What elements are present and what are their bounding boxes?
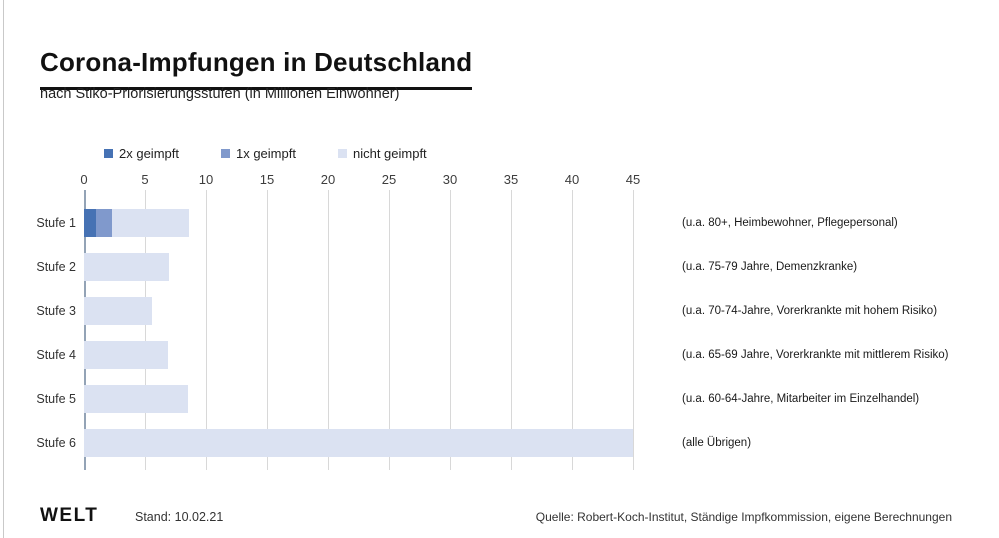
row-annotation: (u.a. 65-69 Jahre, Vorerkrankte mit mitt…	[682, 349, 949, 361]
x-tick-label: 25	[381, 172, 397, 187]
gridline	[267, 190, 268, 470]
row-annotation: (u.a. 60-64-Jahre, Mitarbeiter im Einzel…	[682, 393, 920, 405]
gridline	[511, 190, 512, 470]
legend-swatch-icon	[220, 149, 230, 158]
legend-label: nicht geimpft	[352, 146, 427, 161]
legend-swatch-icon	[337, 149, 347, 158]
page-border	[3, 0, 4, 538]
source-label: Quelle: Robert-Koch-Institut, Ständige I…	[535, 510, 952, 524]
legend-label: 2x geimpft	[119, 146, 179, 161]
gridline	[145, 190, 146, 470]
date-stand-label: Stand: 10.02.21	[135, 510, 224, 524]
gridline	[450, 190, 451, 470]
bar-segment-nicht-geimpft	[84, 253, 170, 281]
page-subtitle: nach Stiko-Priorisierungsstufen (in Mill…	[40, 86, 400, 102]
page-title: Corona-Impfungen in Deutschland	[40, 47, 473, 91]
row-annotation: (u.a. 80+, Heimbewohner, Pflegepersonal)	[682, 217, 898, 229]
row-label-stufe-1: Stufe 1	[36, 216, 76, 230]
x-tick-label: 0	[80, 172, 88, 187]
bar-segment-1x-geimpft	[96, 209, 113, 237]
legend-item-1x-geimpft: 1x geimpft	[220, 146, 296, 161]
legend-item-nicht-geimpft: nicht geimpft	[337, 146, 427, 161]
x-tick-label: 40	[564, 172, 580, 187]
row-annotation: (u.a. 70-74-Jahre, Vorerkrankte mit hohe…	[682, 305, 938, 317]
bar-segment-nicht-geimpft	[84, 385, 188, 413]
row-label-stufe-4: Stufe 4	[36, 348, 76, 362]
legend-swatch-icon	[104, 149, 113, 158]
x-tick-label: 15	[259, 172, 275, 187]
x-tick-label: 5	[141, 172, 149, 187]
x-tick-label: 20	[320, 172, 336, 187]
x-tick-label: 45	[625, 172, 641, 187]
chart-legend: 2x geimpft 1x geimpft nicht geimpft	[104, 146, 427, 161]
bar-segment-nicht-geimpft	[84, 297, 153, 325]
x-tick-label: 30	[442, 172, 458, 187]
axis-zero-line	[84, 190, 86, 470]
row-annotation: (alle Übrigen)	[682, 437, 752, 449]
welt-logo: WELT	[40, 505, 99, 526]
gridline	[389, 190, 390, 470]
row-annotation: (u.a. 75-79 Jahre, Demenzkranke)	[682, 261, 858, 273]
bar-segment-nicht-geimpft	[112, 209, 189, 237]
x-tick-label: 10	[198, 172, 214, 187]
bar-segment-nicht-geimpft	[84, 429, 633, 457]
row-label-stufe-2: Stufe 2	[36, 260, 76, 274]
bar-segment-2x-geimpft	[84, 209, 97, 237]
gridline	[633, 190, 634, 470]
gridline	[572, 190, 573, 470]
row-label-stufe-6: Stufe 6	[36, 436, 76, 450]
bar-segment-nicht-geimpft	[84, 341, 169, 369]
row-label-stufe-3: Stufe 3	[36, 304, 76, 318]
gridline	[206, 190, 207, 470]
row-label-stufe-5: Stufe 5	[36, 392, 76, 406]
x-tick-label: 35	[503, 172, 519, 187]
legend-label: 1x geimpft	[235, 146, 296, 161]
gridline	[328, 190, 329, 470]
legend-item-2x-geimpft: 2x geimpft	[104, 146, 179, 161]
